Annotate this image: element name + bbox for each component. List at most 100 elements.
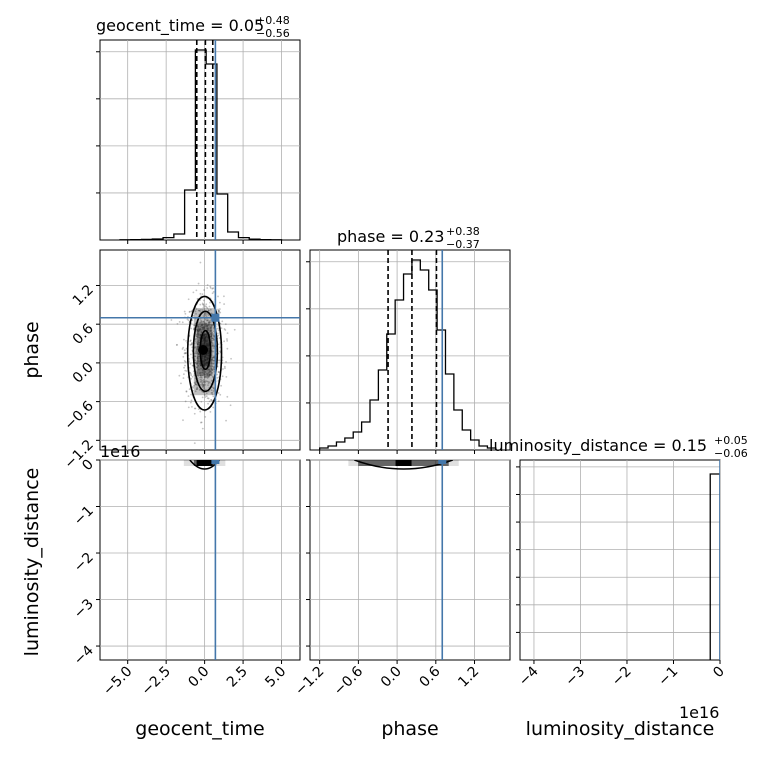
sample-point <box>204 356 207 358</box>
density-geocent_time-ld <box>183 460 226 660</box>
sample-point <box>218 308 221 310</box>
sample-point <box>203 332 206 335</box>
sample-point <box>226 395 229 398</box>
density-geocent-phase <box>100 250 300 450</box>
sample-point <box>198 363 201 365</box>
sample-point <box>182 355 185 358</box>
y-tick-label: −1 <box>71 503 97 529</box>
sample-point <box>199 292 202 295</box>
sample-point <box>189 401 192 404</box>
sample-point <box>189 340 192 343</box>
sample-point <box>201 386 204 388</box>
sample-point <box>195 348 198 351</box>
sample-point <box>208 350 210 353</box>
sample-point <box>212 350 215 353</box>
sample-point <box>196 333 198 336</box>
sample-point <box>202 381 205 384</box>
sample-point <box>217 309 220 312</box>
sample-point <box>208 369 211 371</box>
sample-point <box>198 322 201 325</box>
sample-point <box>204 383 207 386</box>
sample-point <box>190 377 193 380</box>
sample-point <box>208 400 211 403</box>
sample-point <box>196 352 198 354</box>
sample-point <box>194 355 196 358</box>
sample-point <box>201 374 204 377</box>
panel-frame <box>99 249 301 451</box>
sample-point <box>207 351 210 354</box>
sample-point <box>221 320 224 323</box>
sample-point <box>196 332 199 335</box>
sample-point <box>204 336 207 339</box>
sample-point <box>210 399 213 402</box>
sample-point <box>193 407 196 410</box>
sample-point <box>203 376 206 378</box>
sample-point <box>202 320 205 323</box>
sample-point <box>194 310 197 313</box>
sample-point <box>194 338 197 341</box>
sample-point <box>209 327 212 330</box>
sample-point <box>202 320 205 323</box>
sample-point <box>226 332 229 335</box>
sample-point <box>187 298 190 301</box>
sample-point <box>218 309 220 312</box>
sample-point <box>206 362 208 365</box>
sample-point <box>199 325 202 328</box>
sample-point <box>212 406 215 409</box>
sample-point <box>205 339 207 342</box>
sample-point <box>204 363 206 365</box>
sample-point <box>211 393 214 396</box>
sample-point <box>196 329 199 332</box>
sample-point <box>202 355 204 358</box>
sample-point <box>206 358 209 361</box>
sample-point <box>201 427 204 430</box>
sample-point <box>200 310 202 313</box>
sample-point <box>196 297 199 300</box>
sample-point <box>200 324 203 327</box>
sample-point <box>217 392 220 394</box>
sample-point <box>203 355 206 358</box>
y-tick-label: −4 <box>71 642 97 668</box>
sample-point <box>212 347 215 350</box>
sample-point <box>196 387 199 390</box>
sample-point <box>200 331 203 334</box>
sample-point <box>199 384 202 386</box>
sample-point <box>200 367 202 370</box>
sample-point <box>204 325 207 328</box>
sample-point <box>206 312 209 315</box>
sample-point <box>199 371 202 374</box>
sample-point <box>205 319 208 322</box>
sample-point <box>206 344 208 347</box>
sample-point <box>229 404 232 407</box>
sample-point <box>183 349 186 352</box>
sample-point <box>205 332 208 335</box>
sample-point <box>226 338 228 340</box>
sample-point <box>209 335 212 338</box>
sample-point <box>182 419 184 422</box>
sample-point <box>204 375 206 378</box>
sample-point <box>201 371 204 374</box>
sample-point <box>219 393 222 396</box>
title-luminosity-distance-minus: −0.06 <box>714 447 748 460</box>
sample-point <box>188 358 191 360</box>
sample-point <box>199 374 202 377</box>
sample-point <box>207 354 209 357</box>
sample-point <box>203 322 206 324</box>
sample-point <box>207 402 209 405</box>
sample-point <box>218 310 220 313</box>
sample-point <box>193 412 196 415</box>
sample-point <box>218 337 221 339</box>
sample-point <box>207 342 210 345</box>
sample-point <box>207 309 210 312</box>
sample-point <box>178 374 181 377</box>
sample-point <box>199 334 202 337</box>
x-tick-label: −4 <box>516 663 542 689</box>
sample-point <box>207 309 210 312</box>
sample-point <box>184 312 187 315</box>
sample-point <box>200 400 203 403</box>
sample-point <box>212 387 215 389</box>
sample-point <box>201 293 204 296</box>
sample-point <box>201 383 204 386</box>
sample-point <box>204 359 207 362</box>
sample-point <box>195 308 198 311</box>
